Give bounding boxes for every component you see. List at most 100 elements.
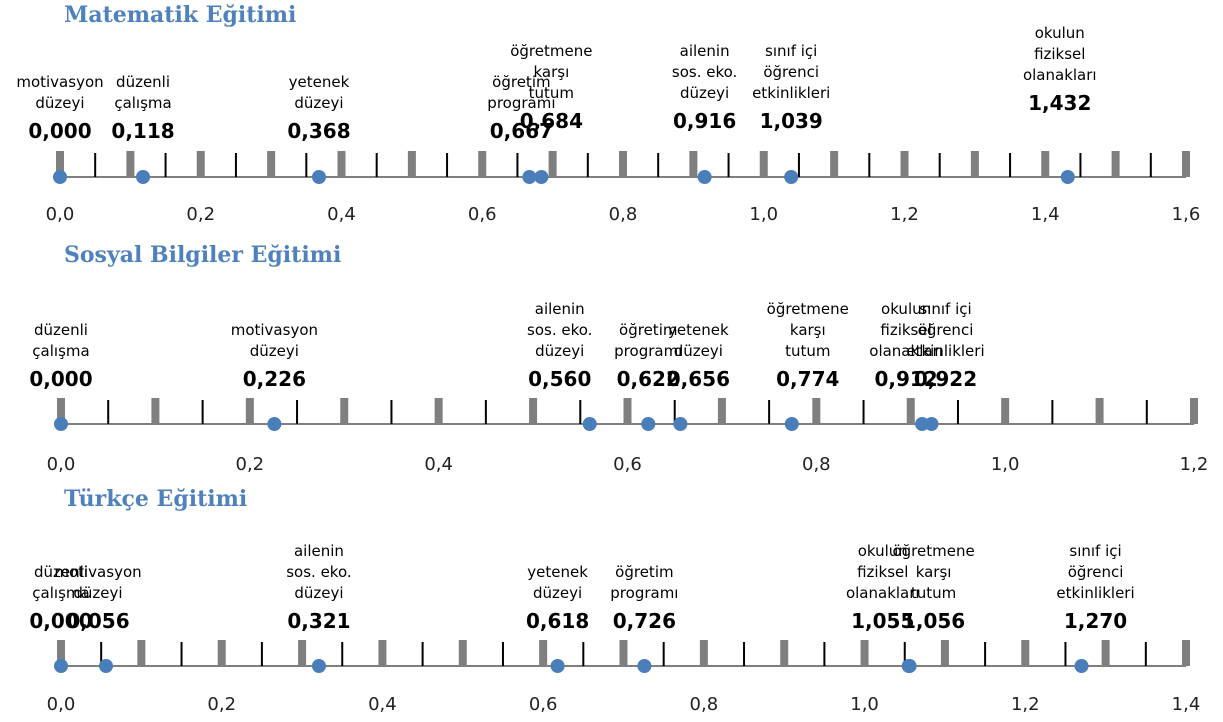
point-label: sınıf içi xyxy=(765,42,817,60)
point-label: düzenli xyxy=(116,73,170,91)
data-point-marker xyxy=(784,417,799,431)
tick-label: 0,0 xyxy=(46,204,75,225)
point-label: öğrenci xyxy=(918,321,974,339)
value-label: 0,622 xyxy=(617,367,680,391)
point-label: karşı xyxy=(916,563,952,581)
point-label: öğretim xyxy=(619,321,677,339)
data-point-marker xyxy=(637,659,652,673)
point-label: motivasyon xyxy=(231,321,318,339)
major-tick xyxy=(689,151,698,177)
major-tick xyxy=(529,398,538,424)
data-point-marker xyxy=(641,417,656,431)
tick-label: 1,6 xyxy=(1172,204,1201,225)
major-tick xyxy=(137,640,146,666)
point-label: olanakları xyxy=(1023,66,1097,84)
major-tick xyxy=(245,398,254,424)
data-point-marker xyxy=(582,417,597,431)
tick-label: 1,0 xyxy=(991,454,1020,475)
major-tick xyxy=(1021,640,1030,666)
point-label: düzeyi xyxy=(73,584,122,602)
point-label: öğretmene xyxy=(510,42,592,60)
major-tick xyxy=(900,151,909,177)
point-label: düzeyi xyxy=(535,342,584,360)
value-label: 0,560 xyxy=(528,367,591,391)
tick-label: 0,6 xyxy=(613,454,642,475)
tick-label: 1,0 xyxy=(749,204,778,225)
point-label: okulun xyxy=(1035,24,1085,42)
major-tick xyxy=(623,398,632,424)
value-label: 0,618 xyxy=(526,609,589,633)
data-point-marker xyxy=(53,170,67,184)
major-tick xyxy=(1095,398,1104,424)
tick-label: 0,6 xyxy=(468,204,497,225)
value-label: 0,321 xyxy=(287,609,350,633)
point-label: düzeyi xyxy=(680,84,729,102)
value-label: 0,000 xyxy=(29,609,92,633)
tick-label: 0,4 xyxy=(327,204,356,225)
point-label: fiziksel xyxy=(857,563,908,581)
point-label: etkinlikleri xyxy=(752,84,830,102)
point-label: çalışma xyxy=(32,584,89,602)
point-label: ailenin xyxy=(535,300,585,318)
point-label: düzenli xyxy=(34,563,88,581)
point-label: karşı xyxy=(790,321,826,339)
data-point-marker xyxy=(522,170,537,184)
value-label: 1,039 xyxy=(760,109,823,133)
major-tick xyxy=(56,151,64,177)
point-label: fiziksel xyxy=(880,321,931,339)
value-label: 1,055 xyxy=(851,609,914,633)
value-label: 0,922 xyxy=(914,367,977,391)
number-line-chart: 0,0 0,2 0,4 0,6 0,8 1,0 1,2 1,4 1,6 0,000 motivasy… xyxy=(16,24,1201,225)
point-label: düzeyi xyxy=(294,94,343,112)
point-label: okulun xyxy=(881,300,931,318)
tick-label: 1,2 xyxy=(1011,694,1040,715)
major-tick xyxy=(906,398,915,424)
chart-title: Sosyal Bilgiler Eğitimi xyxy=(64,242,342,268)
point-label: öğrenci xyxy=(763,63,819,81)
tick-label: 0,4 xyxy=(368,694,397,715)
major-tick xyxy=(151,398,160,424)
major-tick xyxy=(759,151,768,177)
value-label: 0,226 xyxy=(243,367,306,391)
point-label: düzeyi xyxy=(250,342,299,360)
point-label: tutum xyxy=(785,342,830,360)
point-label: motivasyon xyxy=(16,73,103,91)
point-label: ailenin xyxy=(294,542,344,560)
tick-label: 1,2 xyxy=(1180,454,1209,475)
tick-label: 1,0 xyxy=(850,694,879,715)
tick-label: 0,4 xyxy=(424,454,453,475)
point-label: düzeyi xyxy=(35,94,84,112)
point-label: ailenin xyxy=(680,42,730,60)
point-label: olanakları xyxy=(869,342,943,360)
point-label: sos. eko. xyxy=(672,63,737,81)
chart-panel-matematik: Matematik Eğitimi 0,0 0,2 0,4 0,6 0,8 1,0 1,2 1… xyxy=(0,0,1223,240)
major-tick xyxy=(812,398,821,424)
major-tick xyxy=(196,151,205,177)
point-label: düzenli xyxy=(34,321,88,339)
data-point-marker xyxy=(311,659,326,673)
data-point-marker xyxy=(1060,170,1075,184)
point-label: olanakları xyxy=(846,584,920,602)
major-tick xyxy=(1001,398,1010,424)
point-label: düzeyi xyxy=(674,342,723,360)
point-label: programı xyxy=(487,94,555,112)
major-tick xyxy=(407,151,416,177)
major-tick xyxy=(830,151,839,177)
major-tick xyxy=(970,151,979,177)
data-point-marker xyxy=(54,659,68,673)
chart-title: Matematik Eğitimi xyxy=(64,2,297,28)
point-label: öğretmene xyxy=(892,542,974,560)
data-point-marker xyxy=(550,659,565,673)
point-label: öğretim xyxy=(492,73,550,91)
point-label: fiziksel xyxy=(1034,45,1085,63)
major-tick xyxy=(458,640,467,666)
major-tick xyxy=(1182,640,1190,666)
major-tick xyxy=(780,640,789,666)
major-tick xyxy=(267,151,276,177)
tick-label: 0,2 xyxy=(207,694,236,715)
major-tick xyxy=(337,151,346,177)
tick-label: 0,8 xyxy=(609,204,638,225)
value-label: 1,056 xyxy=(902,609,965,633)
value-label: 0,118 xyxy=(111,119,174,143)
tick-label: 0,6 xyxy=(529,694,558,715)
